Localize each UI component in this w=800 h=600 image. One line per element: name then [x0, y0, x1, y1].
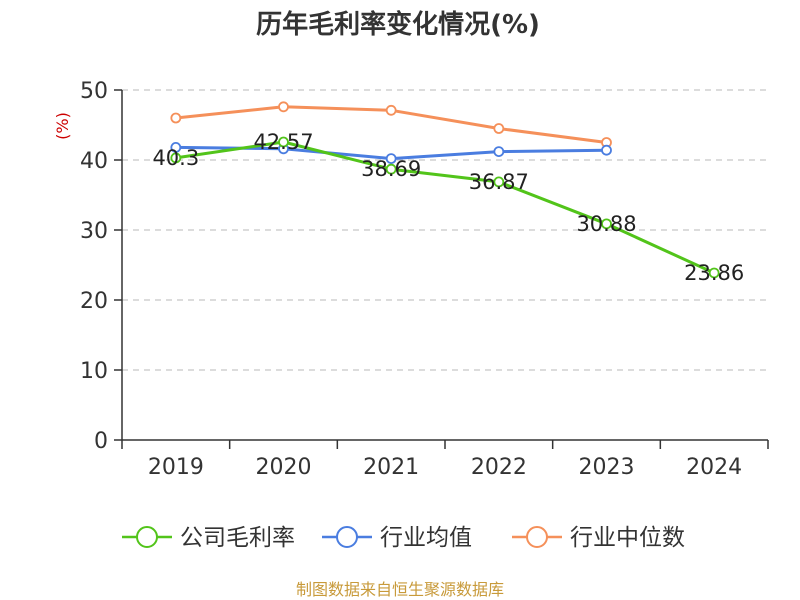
- y-tick-label: 30: [80, 219, 108, 244]
- series-1-point: [493, 146, 505, 158]
- series-0-point: [385, 163, 397, 175]
- series-0-point: [601, 218, 612, 230]
- chart-title: 历年毛利率变化情况(%): [256, 9, 540, 40]
- x-tick-label: 2022: [471, 455, 527, 480]
- series-1-point: [601, 144, 612, 156]
- data-label: 36.87: [469, 170, 529, 194]
- series-0-point: [170, 152, 182, 164]
- data-label: 40.3: [152, 146, 199, 170]
- series-0-line: [175, 140, 715, 275]
- series-0-point: [278, 136, 289, 148]
- series-0-point: [708, 267, 720, 279]
- y-tick-label: 0: [94, 429, 108, 454]
- y-tick-label: 20: [80, 289, 108, 314]
- x-tick-label: 2020: [256, 455, 312, 480]
- series-2-point: [385, 104, 397, 116]
- legend: 公司毛利率 行业均值 行业中位数: [122, 525, 685, 551]
- legend-label: 行业中位数: [570, 525, 685, 551]
- data-label: 23.86: [684, 261, 744, 285]
- y-tick-label: 50: [80, 79, 108, 104]
- axes: 0 10 20 30 40 50 2019 2020 2021 2022 2023 2024: [80, 79, 769, 480]
- x-tick-label: 2021: [363, 455, 419, 480]
- x-tick-label: 2019: [148, 455, 204, 480]
- legend-swatch-marker: [336, 526, 358, 548]
- y-axis-unit-label: (%): [53, 112, 72, 140]
- x-tick-label: 2023: [579, 455, 635, 480]
- series-2-point: [278, 101, 289, 113]
- legend-label: 行业均值: [380, 525, 472, 551]
- legend-swatch-marker: [136, 526, 158, 548]
- y-tick-label: 40: [80, 149, 108, 174]
- series-1-point: [170, 141, 182, 153]
- legend-swatch-marker: [526, 526, 548, 548]
- series-2-point: [493, 123, 505, 134]
- series-1-point: [385, 153, 397, 165]
- data-label: 30.88: [576, 212, 636, 236]
- series-lines: [170, 101, 720, 279]
- data-label: 42.57: [253, 130, 313, 154]
- legend-label: 公司毛利率: [180, 525, 295, 551]
- source-note: 制图数据来自恒生聚源数据库: [296, 580, 504, 599]
- x-tick-label: 2024: [686, 455, 742, 480]
- data-labels: 40.3 42.57 38.69 36.87 30.88 23.86: [152, 130, 744, 285]
- gridlines: [122, 89, 768, 371]
- data-label: 38.69: [361, 157, 421, 181]
- series-0-point: [493, 176, 505, 188]
- series-2-point: [170, 112, 182, 124]
- y-tick-label: 10: [80, 359, 108, 384]
